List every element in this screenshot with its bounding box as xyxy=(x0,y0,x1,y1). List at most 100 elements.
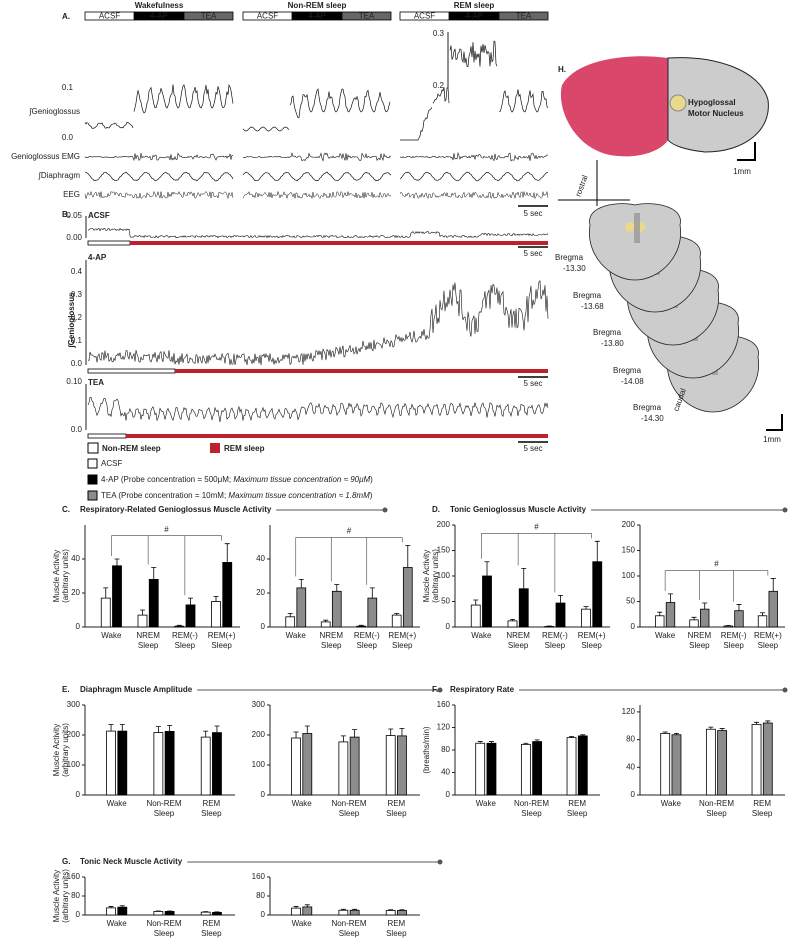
row-label: TEA xyxy=(88,378,104,387)
error-bar xyxy=(167,725,173,732)
scale-label: 1mm xyxy=(733,167,751,176)
legend-swatch xyxy=(87,442,99,454)
bregma-label: -14.30 xyxy=(641,414,664,423)
b-trace xyxy=(87,280,549,366)
trace-label: ∫Genioglossus xyxy=(28,107,80,116)
bar xyxy=(112,565,122,628)
tissue xyxy=(560,56,668,157)
trace xyxy=(133,84,234,114)
panel-label: F. xyxy=(432,685,438,694)
emg-trace xyxy=(84,152,234,162)
x-tick-label: Wake xyxy=(292,919,313,928)
bar xyxy=(148,579,159,628)
legend-label: TEA (Probe concentration = 10mM; Maximum… xyxy=(101,491,373,500)
bar xyxy=(532,741,543,796)
y-tick-label: 150 xyxy=(622,546,636,555)
error-bar xyxy=(708,726,714,730)
panel-label: H. xyxy=(558,65,566,74)
x-tick-label: REM xyxy=(387,799,405,808)
x-tick-label: REM(+) xyxy=(754,631,782,640)
scale-label: 5 sec xyxy=(523,444,542,453)
title-dot xyxy=(437,859,443,865)
y-tick-label: 0.1 xyxy=(71,336,83,345)
bar xyxy=(544,626,555,628)
significance-bracket xyxy=(295,537,403,585)
bregma-label: -13.68 xyxy=(581,302,604,311)
x-tick-label: Sleep xyxy=(201,929,222,938)
bar xyxy=(291,737,301,796)
y-tick-label: 0 xyxy=(446,622,451,631)
error-bar xyxy=(388,728,394,736)
nucleus xyxy=(625,222,635,232)
rem-bar xyxy=(126,434,548,438)
y-tick-label: 0 xyxy=(261,790,266,799)
legend-swatch xyxy=(87,458,98,469)
y-tick-label: 40 xyxy=(256,554,265,563)
bar xyxy=(222,562,233,628)
x-tick-label: Non-REM xyxy=(331,799,366,808)
x-tick-label: Sleep xyxy=(689,641,710,650)
phase-label: 4-AP xyxy=(150,12,168,21)
bar xyxy=(518,588,529,628)
bar xyxy=(655,615,665,628)
bar xyxy=(592,561,603,628)
bar xyxy=(100,597,111,628)
error-bar xyxy=(405,545,411,568)
bregma-label: Bregma xyxy=(573,291,602,300)
trace xyxy=(449,40,498,68)
y-tick-label: 0.2 xyxy=(71,313,83,322)
legend-swatch xyxy=(210,443,220,453)
error-bar xyxy=(176,624,182,627)
panel-title: Tonic Genioglossus Muscle Activity xyxy=(450,505,587,514)
bar xyxy=(174,625,185,628)
y-tick-label: 0 xyxy=(76,790,81,799)
error-bar xyxy=(667,593,673,603)
diaphragm-trace xyxy=(399,171,549,182)
error-bar xyxy=(691,616,697,620)
bregma-label: Bregma xyxy=(555,253,584,262)
phase-bar xyxy=(84,11,135,21)
y-tick-label: 0.05 xyxy=(66,211,82,220)
x-tick-label: REM xyxy=(387,919,405,928)
b-trace xyxy=(87,227,549,239)
y-axis-label: Muscle Activity xyxy=(52,724,61,776)
x-tick-label: Sleep xyxy=(138,641,159,650)
error-bar xyxy=(546,625,552,627)
y-tick-label: 0 xyxy=(446,790,451,799)
y-tick-label: 0.0 xyxy=(62,133,74,142)
x-tick-label: Sleep xyxy=(706,809,727,818)
bar xyxy=(331,590,342,628)
phase-bar xyxy=(292,11,342,21)
x-tick-label: Sleep xyxy=(201,809,222,818)
x-tick-label: Wake xyxy=(101,631,122,640)
bar xyxy=(700,608,710,628)
legend-part: Maximum tissue concentration ≈ 1.8mM xyxy=(228,491,370,500)
x-tick-label: Wake xyxy=(471,631,492,640)
row-label: 4-AP xyxy=(88,253,107,262)
significance-bracket xyxy=(664,570,769,602)
y-axis-label: (arbitrary units) xyxy=(61,549,70,603)
y-axis-label: (arbitrary units) xyxy=(431,549,440,603)
bar xyxy=(671,734,682,796)
trace-label: ∫Diaphragm xyxy=(38,171,81,180)
probe-track xyxy=(634,213,640,243)
y-tick-label: 0 xyxy=(631,790,636,799)
nucleus-label: Motor Nucleus xyxy=(688,109,744,118)
bar xyxy=(164,731,175,796)
y-axis-label: (breaths/min) xyxy=(422,726,431,773)
phase-bar xyxy=(498,11,549,21)
legend-swatch xyxy=(87,490,98,501)
error-bar xyxy=(213,596,219,602)
eeg-trace xyxy=(84,190,234,200)
bar xyxy=(397,910,407,916)
y-tick-label: 0 xyxy=(76,622,81,631)
y-tick-label: 80 xyxy=(626,735,635,744)
y-tick-label: 300 xyxy=(67,700,81,709)
scale-label: 5 sec xyxy=(523,249,542,258)
x-tick-label: REM(-) xyxy=(172,631,198,640)
bar xyxy=(117,730,128,796)
error-bar xyxy=(214,725,220,733)
y-tick-label: 0.4 xyxy=(71,267,83,276)
x-tick-label: REM xyxy=(568,799,586,808)
